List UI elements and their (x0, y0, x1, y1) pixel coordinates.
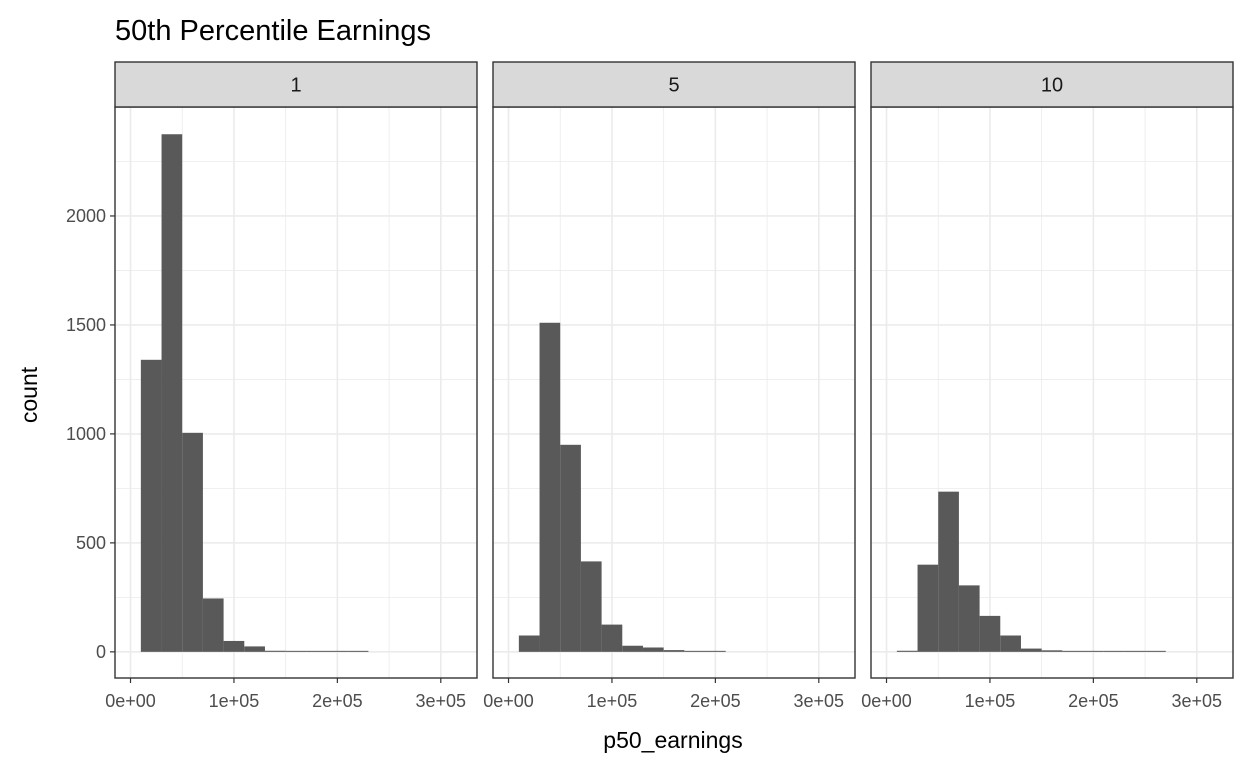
histogram-bar (1103, 650, 1125, 652)
histogram-bar (327, 650, 348, 652)
histogram-bar (285, 650, 307, 652)
facet-panel-10: 10 0e+00 1e+05 2e+05 3e+05 (861, 61, 1234, 711)
x-tick-label: 2e+05 (690, 691, 741, 711)
facet-strip-label: 10 (1041, 75, 1063, 97)
facet-strip (492, 61, 856, 108)
histogram-bar (1083, 650, 1104, 652)
y-tick-label: 500 (76, 533, 106, 553)
x-tick-label: 3e+05 (794, 691, 845, 711)
histogram-bar (202, 598, 224, 652)
histogram-bar (161, 134, 183, 652)
histogram-bar (560, 444, 581, 652)
histogram-bar (705, 650, 726, 652)
y-tick-label: 2000 (66, 206, 106, 226)
histogram-bar (642, 647, 664, 652)
y-tick-label: 1000 (66, 424, 106, 444)
x-tick-label: 2e+05 (312, 691, 363, 711)
histogram-bar (979, 615, 1001, 652)
facet-panel-1: 1 0e+00 1e+05 2e+05 3e+05 0 500 1000 1500 2000 (66, 61, 478, 711)
histogram-bar (539, 322, 561, 652)
histogram-bar (140, 359, 162, 652)
histogram-bar (1145, 650, 1166, 652)
histogram-bar (684, 650, 706, 652)
x-tick-label: 3e+05 (416, 691, 467, 711)
y-tick-label: 0 (96, 642, 106, 662)
histogram-bar (1000, 635, 1021, 652)
histogram-bar (182, 432, 203, 652)
histogram-bar (1124, 650, 1146, 652)
facet-panel-5: 5 0e+00 1e+05 2e+05 3e+05 (483, 61, 856, 711)
histogram-bar (580, 561, 602, 652)
histogram-bar (958, 585, 980, 652)
facet-strip-label: 1 (290, 75, 301, 97)
facet-strip (870, 61, 1234, 108)
histogram-bar (896, 650, 918, 652)
histogram-bar (1041, 650, 1063, 652)
x-tick-label: 0e+00 (861, 691, 912, 711)
y-axis-title: count (16, 366, 42, 423)
x-tick-label: 3e+05 (1172, 691, 1223, 711)
histogram-bar (622, 645, 643, 652)
histogram-bar (938, 491, 959, 652)
chart-title: 50th Percentile Earnings (115, 15, 431, 47)
x-tick-label: 0e+00 (105, 691, 156, 711)
histogram-bar (917, 564, 939, 652)
histogram-bar (663, 650, 685, 652)
histogram-bar (1062, 650, 1084, 652)
histogram-bar (601, 624, 623, 652)
facet-strip (114, 61, 478, 108)
histogram-bar (1020, 648, 1042, 652)
x-axis-title: p50_earnings (603, 727, 742, 753)
x-tick-label: 1e+05 (587, 691, 638, 711)
x-tick-label: 0e+00 (483, 691, 534, 711)
histogram-bar (223, 640, 245, 652)
histogram-bar (518, 635, 540, 652)
facet-strip-label: 5 (668, 75, 679, 97)
histogram-bar (306, 650, 328, 652)
y-tick-label: 1500 (66, 315, 106, 335)
x-tick-label: 1e+05 (209, 691, 260, 711)
x-tick-label: 1e+05 (965, 691, 1016, 711)
x-tick-label: 2e+05 (1068, 691, 1119, 711)
histogram-bar (347, 650, 369, 652)
histogram-bar (244, 646, 265, 652)
histogram-bar (264, 650, 286, 652)
facet-panels: 1 0e+00 1e+05 2e+05 3e+05 0 500 1000 1500 2000 5 0e… (66, 61, 1234, 711)
